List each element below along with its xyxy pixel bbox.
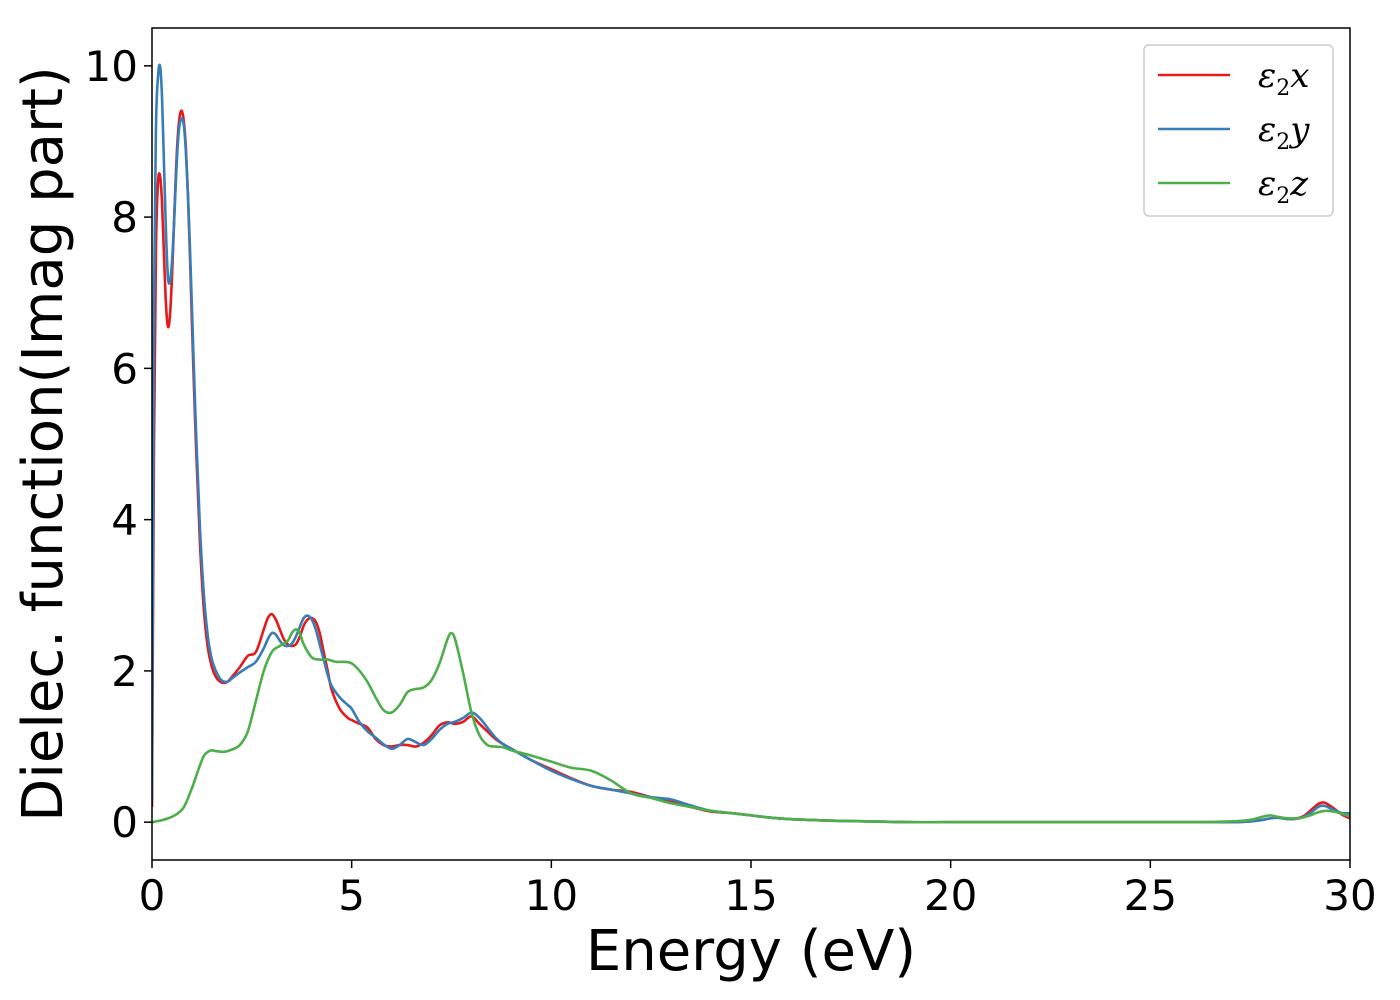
- x-tick-label: 0: [139, 871, 166, 920]
- legend-label-x: ε2x: [1258, 56, 1309, 101]
- series-layer: [152, 63, 1350, 824]
- x-tick-label: 30: [1323, 871, 1376, 920]
- x-tick-label: 10: [525, 871, 578, 920]
- y-tick-label: 2: [111, 647, 138, 696]
- y-tick-label: 0: [111, 798, 138, 847]
- series-line-z: [152, 628, 1350, 824]
- x-tick-label: 5: [338, 871, 365, 920]
- y-tick-label: 6: [111, 344, 138, 393]
- x-axis-ticks: 0 5 10 15 20 25 30: [139, 860, 1377, 920]
- x-axis-label: Energy (eV): [586, 919, 916, 984]
- y-tick-label: 10: [85, 42, 138, 91]
- x-tick-label: 20: [924, 871, 977, 920]
- y-tick-label: 4: [111, 496, 138, 545]
- legend-label-y: ε2y: [1258, 110, 1310, 155]
- legend-label-z: ε2z: [1258, 164, 1309, 209]
- x-tick-label: 15: [724, 871, 777, 920]
- legend: ε2x ε2y ε2z: [1143, 44, 1334, 217]
- x-tick-label: 25: [1124, 871, 1177, 920]
- legend-box: [1143, 44, 1334, 217]
- y-axis-ticks: 0 2 4 6 8 10: [85, 42, 152, 847]
- y-tick-label: 8: [111, 193, 138, 242]
- y-axis-label: Dielec. function(Imag part): [11, 66, 76, 822]
